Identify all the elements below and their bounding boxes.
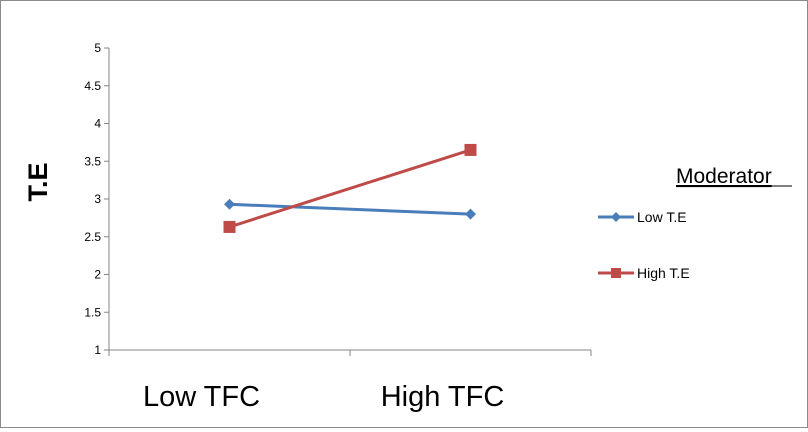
series-line	[229, 148, 471, 229]
y-axis-label: T.E	[23, 162, 53, 201]
y-tick-label: 4.5	[84, 79, 101, 93]
y-tick-label: 1	[94, 343, 101, 357]
y-tick-label: 3.5	[84, 154, 101, 168]
x-axis-ticks: Low TFC High TFC	[108, 350, 592, 413]
data-point-marker	[224, 198, 235, 210]
x-tick-label: High TFC	[381, 381, 505, 413]
legend-item: Low T.E	[598, 209, 687, 225]
chart-legend: Moderator Low T.E High T.E	[598, 165, 792, 281]
data-point-marker	[464, 143, 477, 156]
y-tick-label: 2	[94, 268, 101, 282]
series-line	[229, 202, 471, 216]
data-point-marker	[465, 208, 476, 220]
data-point-marker	[223, 220, 236, 233]
y-tick-label: 1.5	[84, 305, 101, 319]
legend-label: Low T.E	[637, 209, 687, 225]
y-tick-label: 3	[94, 192, 101, 206]
y-tick-label: 2.5	[84, 230, 101, 244]
legend-swatch-marker	[611, 212, 621, 222]
y-tick-label: 4	[94, 117, 101, 131]
x-tick-label: Low TFC	[143, 381, 260, 413]
legend-swatch-marker	[611, 268, 621, 278]
chart-series	[223, 143, 477, 233]
legend-label: High T.E	[637, 265, 690, 281]
legend-title: Moderator	[676, 165, 772, 188]
y-axis-ticks: 1 1.5 2 2.5 3 3.5 4 4.5 5	[84, 41, 109, 357]
y-tick-label: 5	[94, 41, 101, 55]
legend-item: High T.E	[598, 265, 690, 281]
chart-axes	[108, 48, 591, 351]
